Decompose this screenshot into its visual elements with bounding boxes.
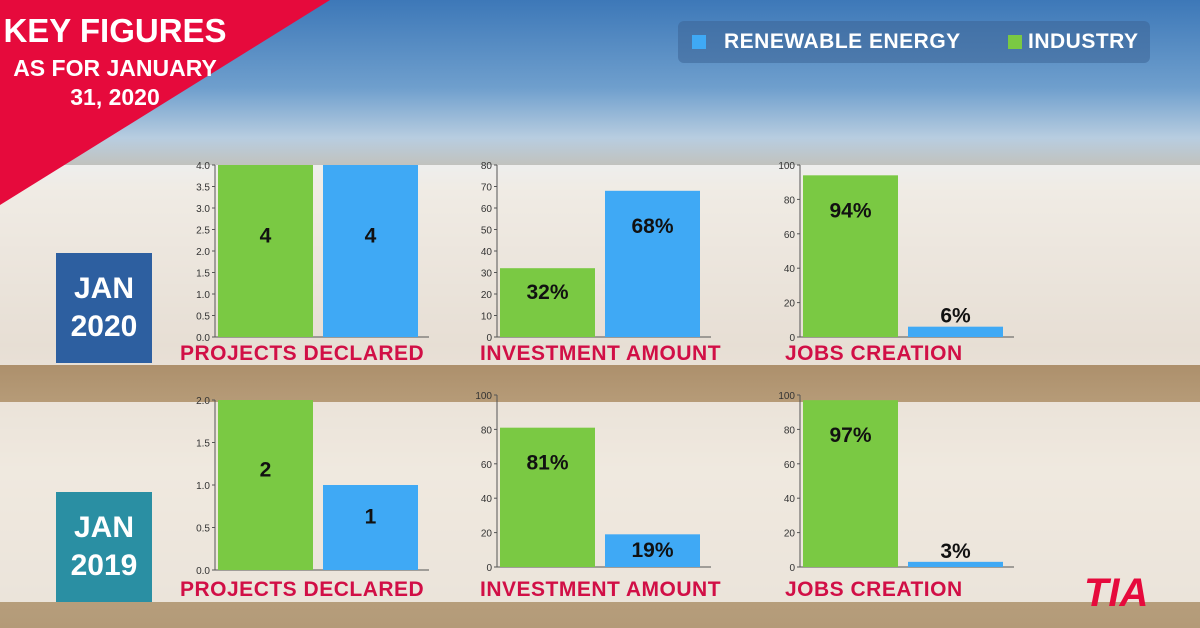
bar-renewable [323, 165, 418, 337]
y-tick-label: 0 [789, 563, 795, 574]
data-label: 94% [829, 199, 871, 222]
data-label: 3% [940, 540, 971, 563]
y-tick-label: 50 [481, 226, 493, 237]
legend-label-renewable: RENEWABLE ENERGY [724, 30, 961, 53]
y-tick-label: 60 [481, 204, 493, 215]
y-tick-label: 80 [784, 425, 796, 436]
y-tick-label: 20 [481, 529, 493, 540]
year-box-2020: JAN 2020 [56, 253, 152, 363]
bar-industry [218, 400, 313, 570]
data-label: 2 [260, 459, 272, 482]
data-label: 4 [365, 224, 377, 247]
legend-swatch-industry [1008, 35, 1022, 49]
year-box-year: 2019 [70, 549, 138, 582]
data-label: 97% [829, 424, 871, 447]
data-label: 68% [631, 215, 673, 238]
y-tick-label: 0.0 [196, 333, 210, 344]
y-tick-label: 4.0 [196, 161, 210, 172]
y-tick-label: 1.5 [196, 439, 210, 450]
year-box-month: JAN [73, 511, 134, 544]
y-tick-label: 3.0 [196, 204, 210, 215]
y-tick-label: 40 [784, 264, 796, 275]
year-box-year: 2020 [70, 310, 138, 343]
y-tick-label: 1.5 [196, 269, 210, 280]
header-subtitle-line1: AS FOR JANUARY [13, 55, 217, 81]
y-tick-label: 0 [486, 333, 492, 344]
y-tick-label: 1.0 [196, 481, 210, 492]
y-tick-label: 70 [481, 183, 493, 194]
caption-jobs-2019: JOBS CREATION [785, 578, 963, 601]
y-tick-label: 20 [481, 290, 493, 301]
bar-renewable [908, 561, 1003, 567]
caption-jobs-2020: JOBS CREATION [785, 342, 963, 365]
data-label: 19% [631, 539, 673, 562]
header-subtitle-line2: 31, 2020 [70, 84, 160, 110]
bar-renewable [605, 534, 700, 567]
y-tick-label: 1.0 [196, 290, 210, 301]
y-tick-label: 60 [481, 460, 493, 471]
y-tick-label: 30 [481, 269, 493, 280]
y-tick-label: 100 [778, 391, 795, 402]
y-tick-label: 80 [481, 161, 493, 172]
data-label: 81% [526, 452, 568, 475]
data-label: 32% [526, 281, 568, 304]
tia-logo-text: TIA [1084, 571, 1148, 615]
y-tick-label: 2.0 [196, 247, 210, 258]
data-label: 4 [260, 224, 272, 247]
y-tick-label: 20 [784, 299, 796, 310]
y-tick-label: 10 [481, 312, 493, 323]
y-tick-label: 2.0 [196, 396, 210, 407]
y-tick-label: 80 [784, 195, 796, 206]
y-tick-label: 3.5 [196, 183, 210, 194]
bar-industry [803, 400, 898, 567]
bar-industry [803, 175, 898, 337]
legend-swatch-renewable [692, 35, 706, 49]
y-tick-label: 60 [784, 230, 796, 241]
y-tick-label: 100 [475, 391, 492, 402]
title-ribbon [0, 0, 330, 205]
legend: RENEWABLE ENERGY INDUSTRY [678, 21, 1150, 63]
year-box-2019: JAN 2019 [56, 492, 152, 602]
y-tick-label: 0.5 [196, 524, 210, 535]
y-tick-label: 80 [481, 425, 493, 436]
caption-investment-2020: INVESTMENT AMOUNT [480, 342, 722, 365]
bar-industry [218, 165, 313, 337]
y-tick-label: 0.0 [196, 566, 210, 577]
y-tick-label: 20 [784, 529, 796, 540]
caption-projects-2019: PROJECTS DECLARED [180, 578, 425, 601]
bar-renewable [605, 190, 700, 337]
bar-industry [500, 427, 595, 567]
year-box-month: JAN [73, 272, 134, 305]
y-tick-label: 40 [481, 494, 493, 505]
y-tick-label: 100 [778, 161, 795, 172]
bar-industry [500, 268, 595, 337]
bar-renewable [323, 485, 418, 570]
y-tick-label: 40 [481, 247, 493, 258]
tia-logo: TIA [1084, 571, 1148, 615]
legend-label-industry: INDUSTRY [1028, 30, 1139, 53]
y-tick-label: 0.5 [196, 312, 210, 323]
data-label: 6% [940, 305, 971, 328]
caption-investment-2019: INVESTMENT AMOUNT [480, 578, 722, 601]
y-tick-label: 60 [784, 460, 796, 471]
y-tick-label: 2.5 [196, 226, 210, 237]
data-label: 1 [365, 505, 377, 528]
y-tick-label: 40 [784, 494, 796, 505]
caption-projects-2020: PROJECTS DECLARED [180, 342, 425, 365]
y-tick-label: 0 [789, 333, 795, 344]
row-band-2019 [0, 402, 1200, 602]
bar-renewable [908, 326, 1003, 337]
header-title: KEY FIGURES [3, 12, 227, 49]
y-tick-label: 0 [486, 563, 492, 574]
